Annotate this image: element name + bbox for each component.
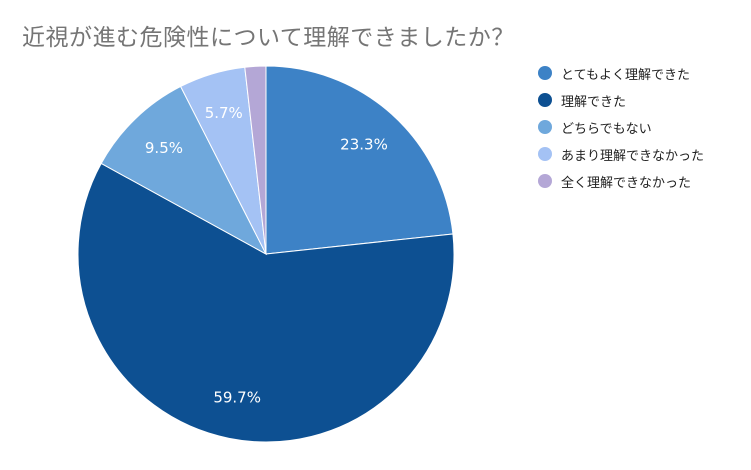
- legend-swatch: [538, 120, 552, 134]
- chart-title: 近視が進む危険性について理解できましたか？: [22, 25, 515, 51]
- legend-item-3: あまり理解できなかった: [538, 145, 705, 164]
- slice-value-label-3: 5.7%: [205, 104, 243, 122]
- legend-swatch: [538, 93, 552, 107]
- legend-label: とてもよく理解できた: [561, 67, 690, 83]
- legend-item-4: 全く理解できなかった: [538, 172, 704, 191]
- pie-slice-1: [77, 162, 455, 443]
- legend-label: 全く理解できなかった: [561, 175, 692, 191]
- legend-label: あまり理解できなかった: [561, 148, 705, 164]
- slice-value-label-0: 23.3%: [340, 135, 388, 153]
- slice-value-label-1: 59.7%: [213, 388, 261, 406]
- legend-swatch: [538, 147, 552, 161]
- legend-label: 理解できた: [561, 94, 627, 110]
- pie-slice-0: [265, 65, 454, 255]
- legend-item-1: 理解できた: [538, 91, 704, 110]
- legend-swatch: [538, 174, 552, 188]
- pie-slice-4: [244, 65, 267, 255]
- legend-label: どちらでもない: [561, 121, 652, 137]
- legend-item-0: とてもよく理解できた: [538, 64, 704, 83]
- pie-slice-2: [100, 85, 268, 256]
- legend-item-2: どちらでもない: [538, 118, 704, 137]
- legend-swatch: [538, 66, 552, 80]
- chart-legend: とてもよく理解できた 理解できたどちらでもないあまり理解できなかった 全く理解できな…: [538, 64, 704, 199]
- slice-value-label-2: 9.5%: [145, 139, 183, 157]
